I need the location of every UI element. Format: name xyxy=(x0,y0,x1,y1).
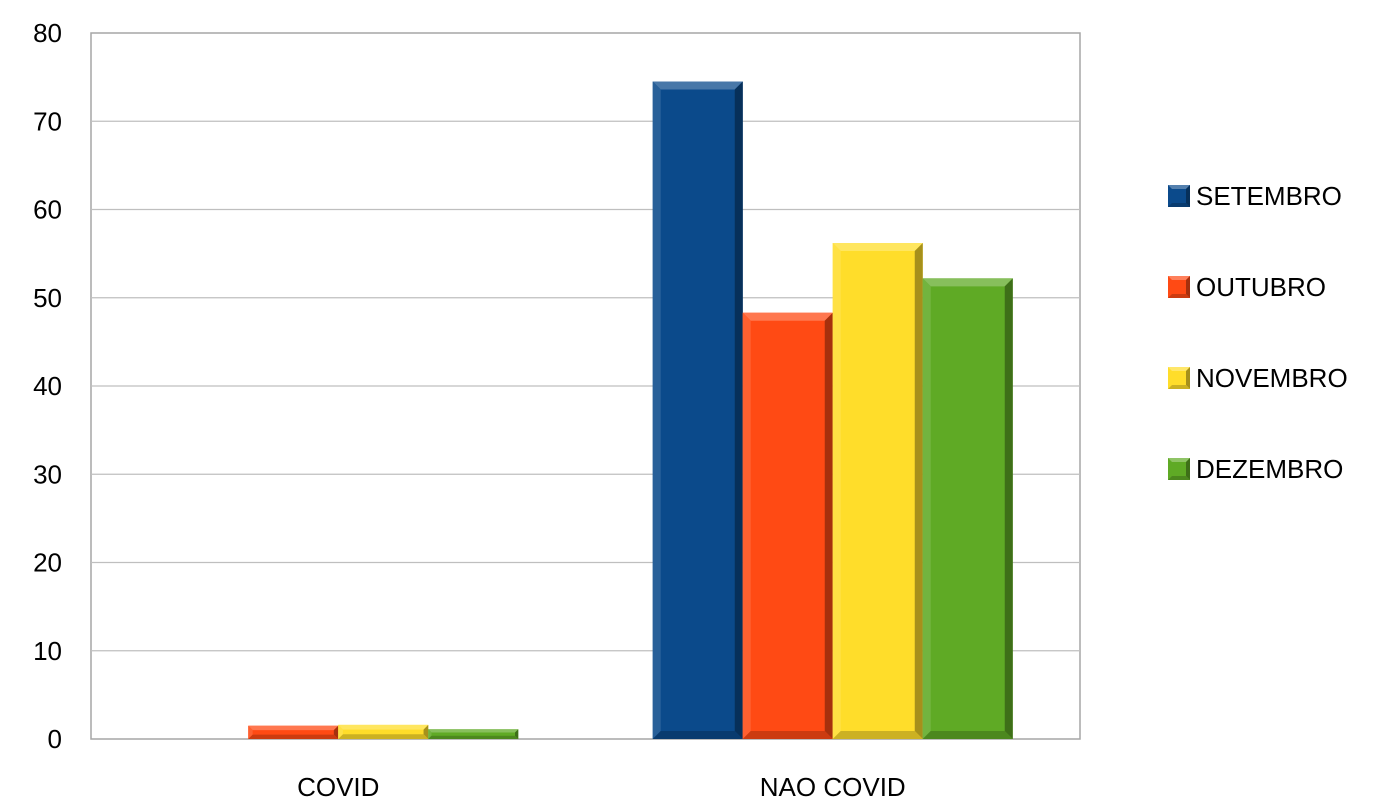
y-tick-label: 0 xyxy=(48,724,62,754)
y-tick-label: 40 xyxy=(33,371,62,401)
legend-label: SETEMBRO xyxy=(1196,181,1342,211)
legend-item: DEZEMBRO xyxy=(1168,454,1343,484)
y-tick-label: 20 xyxy=(33,548,62,578)
bar xyxy=(832,243,923,739)
x-axis-ticks: COVID NAO COVID xyxy=(297,772,906,800)
legend-label: DEZEMBRO xyxy=(1196,454,1343,484)
bar xyxy=(652,81,743,740)
x-tick-label: COVID xyxy=(297,772,379,800)
legend-swatch xyxy=(1168,367,1190,389)
bar xyxy=(248,725,339,739)
y-tick-label: 50 xyxy=(33,283,62,313)
y-tick-label: 70 xyxy=(33,106,62,136)
legend-swatch xyxy=(1168,185,1190,207)
legend-swatch xyxy=(1168,276,1190,298)
y-tick-label: 60 xyxy=(33,195,62,225)
bar xyxy=(428,729,519,739)
legend-item: OUTUBRO xyxy=(1168,272,1326,302)
legend-label: NOVEMBRO xyxy=(1196,363,1348,393)
legend-swatch xyxy=(1168,458,1190,480)
legend-label: OUTUBRO xyxy=(1196,272,1326,302)
legend: SETEMBRO OUTUBRO NOVEMBRO DEZEMBRO xyxy=(1168,181,1348,484)
legend-item: SETEMBRO xyxy=(1168,181,1342,211)
bars xyxy=(248,81,1013,740)
y-tick-label: 80 xyxy=(33,18,62,48)
bar xyxy=(338,724,429,739)
bar xyxy=(922,278,1013,739)
legend-item: NOVEMBRO xyxy=(1168,363,1348,393)
y-tick-label: 10 xyxy=(33,636,62,666)
x-tick-label: NAO COVID xyxy=(760,772,906,800)
y-tick-label: 30 xyxy=(33,459,62,489)
bar xyxy=(742,312,833,739)
y-axis-ticks: 0 10 20 30 40 50 60 70 80 xyxy=(33,18,62,754)
